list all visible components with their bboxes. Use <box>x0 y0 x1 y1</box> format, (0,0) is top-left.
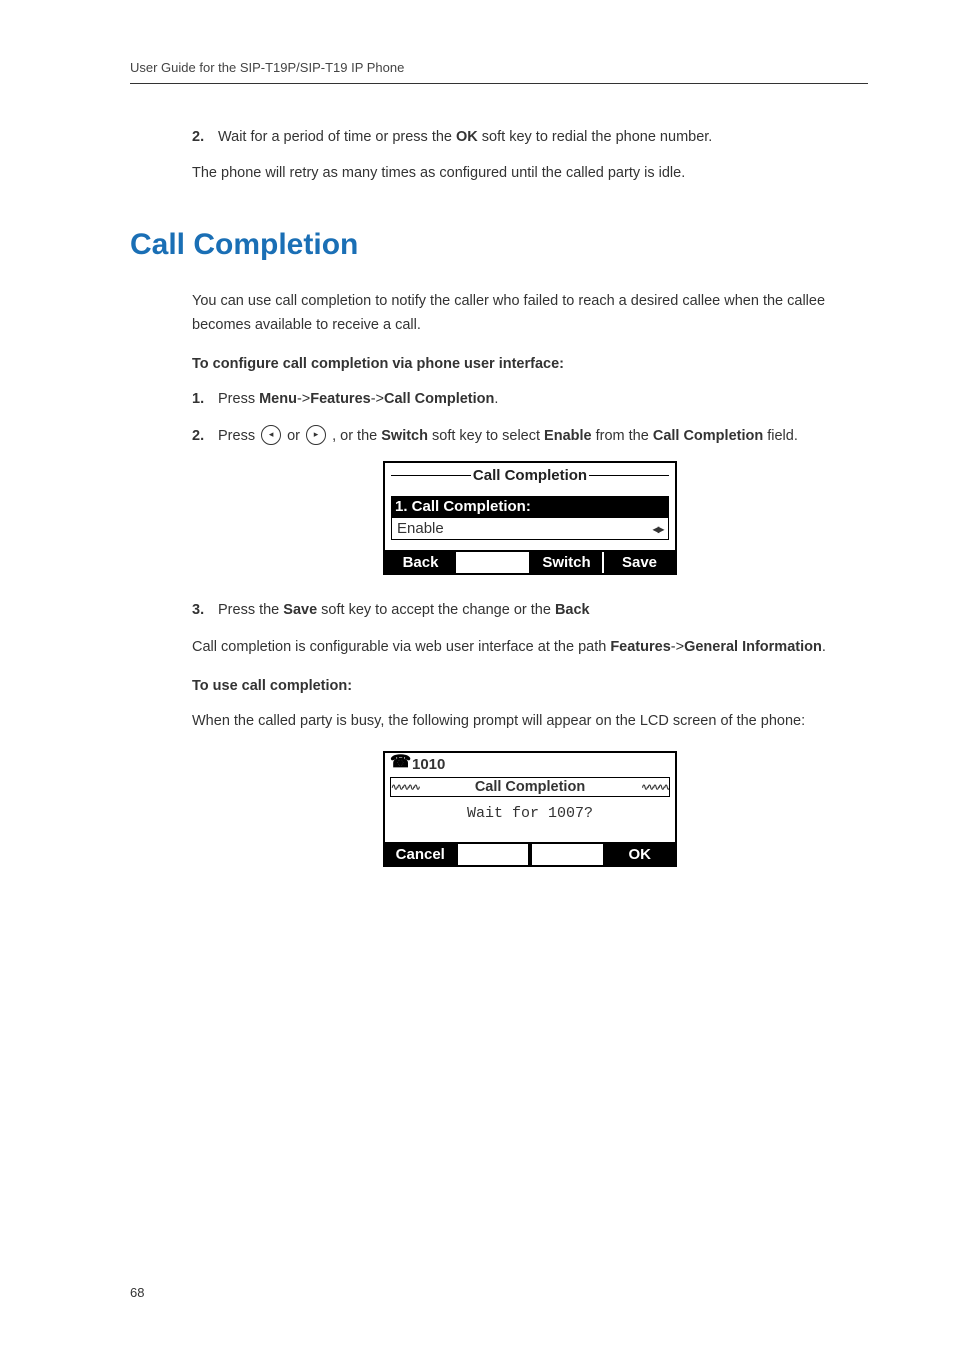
page-number: 68 <box>130 1285 144 1300</box>
phone-icon <box>390 757 408 773</box>
lcd1-softkey-back: Back <box>385 552 458 573</box>
menu-label: Menu <box>259 391 297 407</box>
lcd2-title: Call Completion <box>473 779 587 795</box>
lcd2-softkey-empty1 <box>456 844 531 865</box>
lcd-callcompletion-prompt: 1010 ∿∿∿∿∿ Call Completion ∿∿∿∿∿ Wait fo… <box>383 751 677 867</box>
callcomp-field-label: Call Completion <box>653 428 763 444</box>
lcd1-value-row: Enable ◂▸ <box>391 517 669 540</box>
lcd2-wait-text: Wait for 1007? <box>385 797 675 842</box>
lcd1-softkey-switch: Switch <box>531 552 604 573</box>
cfg2-p1: , or the <box>328 428 381 444</box>
lcd2-softkey-ok: OK <box>605 844 676 865</box>
wave-left-icon: ∿∿∿∿∿ <box>391 783 473 791</box>
title-line-left <box>391 475 471 477</box>
step2-text-pre: Wait for a period of time or press the <box>218 129 456 145</box>
cfg3-pre: Press the <box>218 602 283 618</box>
lcd-callcompletion-config: Call Completion 1. Call Completion: Enab… <box>383 461 677 575</box>
general-info-bold: General Information <box>684 639 822 655</box>
call-completion-heading: Call Completion <box>130 228 868 262</box>
step-number: 2. <box>192 425 218 447</box>
enable-label: Enable <box>544 428 592 444</box>
lcd1-softkey-empty <box>458 552 531 573</box>
redial-step-2: 2. Wait for a period of time or press th… <box>192 126 868 148</box>
dot: . <box>494 391 498 407</box>
features-bold: Features <box>610 639 670 655</box>
configure-heading: To configure call completion via phone u… <box>192 356 868 372</box>
lcd1-value: Enable <box>397 520 444 537</box>
lcd1-title: Call Completion <box>473 467 587 484</box>
switch-label: Switch <box>381 428 428 444</box>
config-step-2: 2. Press ◂ or ▸ , or the Switch soft key… <box>192 425 868 447</box>
page-header: User Guide for the SIP-T19P/SIP-T19 IP P… <box>130 60 868 84</box>
cfg2-pre: Press <box>218 428 259 444</box>
save-label: Save <box>283 602 317 618</box>
title-line-right <box>589 475 669 477</box>
cfg2-p2: soft key to select <box>428 428 544 444</box>
config-step-3: 3. Press the Save soft key to accept the… <box>192 599 868 621</box>
lcd2-softkey-empty2 <box>530 844 605 865</box>
lcd2-extension: 1010 <box>412 756 445 773</box>
cfg3-mid: soft key to accept the change or the <box>317 602 555 618</box>
features-label: Features <box>310 391 370 407</box>
back-label: Back <box>555 602 590 618</box>
lcd1-arrows-icon: ◂▸ <box>653 522 663 536</box>
sep: -> <box>371 391 384 407</box>
step-number: 3. <box>192 599 218 621</box>
web-path-para: Call completion is configurable via web … <box>192 636 868 660</box>
retry-paragraph: The phone will retry as many times as co… <box>192 162 868 186</box>
sep: -> <box>297 391 310 407</box>
call-completion-intro: You can use call completion to notify th… <box>192 290 868 338</box>
cfg2-mid: or <box>283 428 304 444</box>
lcd2-softkey-cancel: Cancel <box>385 844 456 865</box>
callcomp-label: Call Completion <box>384 391 494 407</box>
cfg2-field: field. <box>763 428 798 444</box>
cfg1-pre: Press <box>218 391 259 407</box>
use-heading: To use call completion: <box>192 678 868 694</box>
webpath-sep: -> <box>671 639 684 655</box>
lcd1-selected-row: 1. Call Completion: <box>391 496 669 517</box>
ok-key-label: OK <box>456 129 478 145</box>
config-step-1: 1. Press Menu->Features->Call Completion… <box>192 388 868 410</box>
cfg2-p3: from the <box>592 428 653 444</box>
lcd1-softkey-save: Save <box>604 552 675 573</box>
webpath-pre: Call completion is configurable via web … <box>192 639 610 655</box>
right-arrow-icon: ▸ <box>306 425 326 445</box>
left-arrow-icon: ◂ <box>261 425 281 445</box>
step-number: 1. <box>192 388 218 410</box>
step-number: 2. <box>192 126 218 148</box>
busy-para: When the called party is busy, the follo… <box>192 710 868 734</box>
wave-right-icon: ∿∿∿∿∿ <box>587 783 669 791</box>
webpath-dot: . <box>822 639 826 655</box>
step2-text-post: soft key to redial the phone number. <box>478 129 713 145</box>
